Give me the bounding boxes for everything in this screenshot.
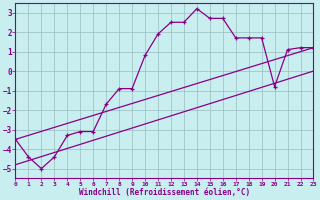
X-axis label: Windchill (Refroidissement éolien,°C): Windchill (Refroidissement éolien,°C): [79, 188, 250, 197]
